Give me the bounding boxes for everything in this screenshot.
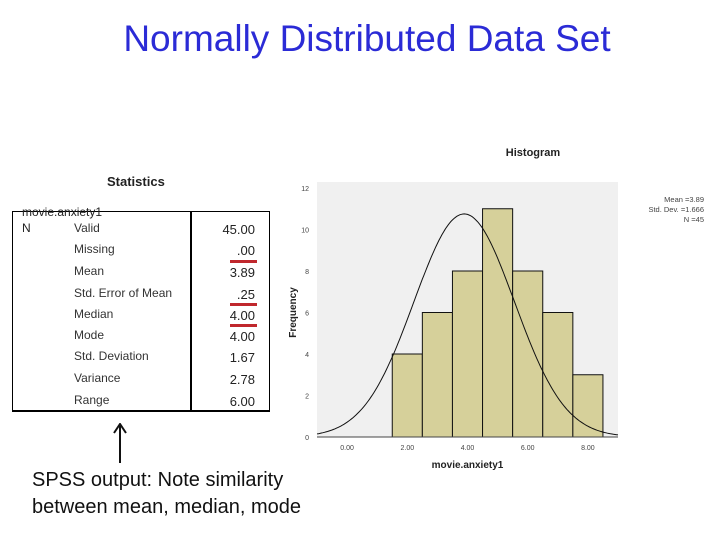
- statistics-row-label: Mean: [74, 264, 105, 278]
- x-tick-label: 0.00: [340, 445, 354, 452]
- statistics-row-label: Missing: [74, 242, 115, 256]
- statistics-row-label: Std. Error of Mean: [74, 286, 173, 300]
- histogram-bars: [391, 208, 604, 438]
- caption-line-2: between mean, median, mode: [32, 496, 302, 518]
- histogram-chart: Histogram 0 2 4 6 8 10 12 0.00 2.00 4.00 6.00 8.00…: [288, 147, 704, 470]
- legend-entry: N =45: [684, 215, 704, 224]
- y-tick-label: 8: [305, 269, 309, 276]
- y-tick-label: 10: [301, 228, 309, 235]
- statistics-row-label: Std. Deviation: [74, 349, 149, 363]
- x-axis-ticks: 0.00 2.00 4.00 6.00 8.00: [340, 445, 595, 452]
- statistics-row-label: Median: [74, 307, 114, 321]
- histogram-bar: [512, 270, 544, 438]
- statistics-row-label: Variance: [74, 371, 121, 385]
- statistics-row-label: Mode: [74, 328, 105, 342]
- histogram-bar: [572, 374, 604, 438]
- statistics-row-value: 4.00: [229, 308, 255, 323]
- caption-line-1: SPSS output: Note similarity: [32, 469, 284, 491]
- chart-title: Histogram: [506, 147, 561, 159]
- x-tick-label: 4.00: [461, 445, 475, 452]
- x-tick-label: 2.00: [400, 445, 414, 452]
- histogram-bar: [391, 353, 423, 438]
- y-tick-label: 6: [305, 311, 309, 318]
- statistics-row-value: .00: [236, 243, 255, 258]
- statistics-row-label: Valid: [74, 221, 100, 235]
- histogram-bar: [482, 208, 514, 438]
- y-axis-label: Frequency: [288, 287, 299, 338]
- y-axis-ticks: 0 2 4 6 8 10 12: [301, 186, 309, 442]
- x-tick-label: 6.00: [521, 445, 535, 452]
- y-tick-label: 2: [305, 394, 309, 401]
- statistics-row-value: 2.78: [229, 372, 255, 387]
- histogram-bar: [542, 312, 574, 438]
- highlight-underline: [230, 303, 257, 306]
- statistics-title: Statistics: [107, 174, 165, 189]
- y-tick-label: 0: [305, 435, 309, 442]
- statistics-column-divider: [190, 211, 192, 410]
- normal-curve: [316, 213, 619, 436]
- histogram-bar: [421, 312, 453, 438]
- statistics-table: [12, 211, 270, 412]
- slide-title: Normally Distributed Data Set: [123, 18, 611, 59]
- x-axis-label: movie.anxiety1: [432, 460, 504, 470]
- legend-entry: Std. Dev. =1.666: [648, 205, 704, 214]
- statistics-row-label: Range: [74, 393, 110, 407]
- statistics-row-value: 45.00: [222, 222, 255, 237]
- statistics-row-value: 1.67: [229, 350, 255, 365]
- y-tick-label: 4: [305, 352, 309, 359]
- y-tick-label: 12: [301, 186, 309, 193]
- statistics-variable-name: movie.anxiety1: [22, 205, 103, 219]
- caption: SPSS output: Note similarity between mea…: [32, 467, 301, 521]
- legend-entry: Mean =3.89: [664, 195, 704, 204]
- highlight-underline: [230, 260, 257, 263]
- statistics-n-label: N: [22, 221, 31, 235]
- histogram-bar: [451, 270, 484, 438]
- arrow-up-icon: [113, 423, 127, 463]
- statistics-row-value: 3.89: [229, 265, 255, 280]
- statistics-row-value: 4.00: [229, 329, 255, 344]
- statistics-row-value: .25: [236, 287, 255, 302]
- statistics-row-value: 6.00: [229, 394, 255, 409]
- x-tick-label: 8.00: [581, 445, 595, 452]
- highlight-underline: [230, 324, 257, 327]
